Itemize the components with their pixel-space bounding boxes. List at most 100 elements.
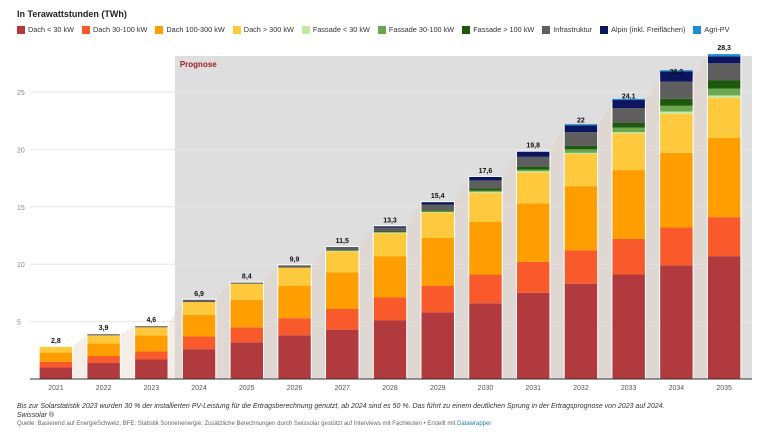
bar-segment bbox=[230, 282, 264, 284]
bar-segment bbox=[373, 226, 407, 228]
bar-segment bbox=[182, 299, 216, 303]
bar-segment bbox=[230, 342, 264, 379]
bar-segment bbox=[516, 151, 550, 157]
bar-segment bbox=[421, 237, 454, 287]
bar-segment bbox=[373, 231, 407, 233]
bar-segment bbox=[421, 211, 454, 212]
legend-swatch bbox=[232, 25, 241, 34]
bar-segment bbox=[564, 250, 598, 284]
bar-segment bbox=[612, 122, 645, 128]
bar-segment bbox=[516, 171, 550, 173]
x-tick-label: 2027 bbox=[334, 385, 350, 390]
bar-connector bbox=[406, 202, 422, 379]
x-tick-label: 2034 bbox=[669, 385, 685, 390]
bar-segment bbox=[87, 362, 120, 379]
legend-item: Infrastruktur bbox=[542, 25, 592, 34]
legend-label: Dach < 30 kW bbox=[28, 25, 75, 34]
bar-connector bbox=[263, 265, 279, 379]
bar-segment bbox=[278, 318, 311, 336]
legend-item: Alpin (inkl. Freiflächen) bbox=[600, 25, 685, 34]
chart-title: In Terawattstunden (TWh) bbox=[17, 9, 127, 19]
bar-segment bbox=[660, 105, 693, 112]
bar-segment bbox=[564, 125, 598, 133]
bar-segment bbox=[707, 97, 741, 138]
total-label: 17,6 bbox=[479, 168, 493, 175]
total-label: 2,8 bbox=[51, 338, 61, 345]
bar-segment bbox=[469, 190, 502, 192]
x-tick-label: 2021 bbox=[48, 385, 64, 390]
bar-segment bbox=[707, 63, 741, 81]
x-tick-label: 2024 bbox=[191, 385, 207, 390]
bar-segment bbox=[612, 98, 645, 101]
bar-segment bbox=[564, 145, 598, 150]
bar-segment bbox=[660, 265, 693, 379]
legend-swatch bbox=[155, 25, 164, 34]
bar-segment bbox=[707, 217, 741, 257]
x-tick-label: 2033 bbox=[621, 385, 637, 390]
note-credit: Swissolar ® bbox=[17, 412, 55, 419]
bar-segment bbox=[278, 265, 311, 268]
bar-segment bbox=[373, 233, 407, 257]
bar-segment bbox=[373, 256, 407, 298]
bar-connector bbox=[167, 299, 183, 379]
bar-segment bbox=[612, 133, 645, 171]
bar-segment bbox=[469, 221, 502, 275]
bar-segment bbox=[326, 308, 359, 330]
bar-segment bbox=[135, 335, 168, 352]
bar-connector bbox=[310, 246, 327, 379]
bar-segment bbox=[421, 212, 454, 238]
bar-connector bbox=[215, 282, 231, 379]
stacked-bar-chart: Prognose5101520252,820213,920224,620236,… bbox=[17, 45, 752, 390]
total-label: 8,4 bbox=[242, 274, 252, 281]
total-label: 19,8 bbox=[526, 143, 540, 150]
datawrapper-link[interactable]: Datawrapper bbox=[456, 421, 492, 427]
bar-segment bbox=[230, 283, 264, 300]
x-tick-label: 2031 bbox=[525, 385, 541, 390]
legend-item: Fassade > 100 kW bbox=[462, 25, 534, 34]
x-tick-label: 2029 bbox=[430, 385, 446, 390]
bar-segment bbox=[278, 267, 311, 287]
y-tick-label: 25 bbox=[17, 90, 25, 97]
total-label: 11,5 bbox=[336, 238, 349, 245]
bar-segment bbox=[326, 250, 359, 252]
bar-segment bbox=[516, 172, 550, 204]
legend-swatch bbox=[462, 25, 471, 34]
bar-segment bbox=[660, 111, 693, 114]
bar-segment bbox=[135, 327, 168, 336]
bar-segment bbox=[87, 334, 120, 336]
bar-segment bbox=[39, 361, 73, 368]
bar-segment bbox=[326, 272, 359, 309]
legend-item: Dach 30-100 kW bbox=[82, 25, 147, 34]
y-tick-label: 20 bbox=[17, 147, 25, 154]
bar-segment bbox=[564, 124, 598, 126]
bar-segment bbox=[39, 367, 73, 379]
bar-segment bbox=[135, 351, 168, 360]
source-line: Quelle: Basierend auf EnergieSchweiz, BF… bbox=[17, 421, 491, 427]
bar-segment bbox=[373, 297, 407, 321]
bar-segment bbox=[707, 256, 741, 379]
bar-segment bbox=[564, 283, 598, 379]
legend-swatch bbox=[301, 25, 310, 34]
bar-segment bbox=[516, 203, 550, 262]
total-label: 28,3 bbox=[717, 45, 731, 52]
bar-segment bbox=[39, 346, 73, 353]
legend-label: Dach 30-100 kW bbox=[93, 25, 148, 34]
bar-segment bbox=[516, 292, 550, 379]
bar-segment bbox=[230, 299, 264, 328]
bar-segment bbox=[707, 80, 741, 89]
bar-segment bbox=[660, 98, 693, 106]
bar-segment bbox=[707, 54, 741, 57]
bar-segment bbox=[612, 100, 645, 109]
bar-segment bbox=[326, 246, 359, 251]
legend-label: Agri-PV bbox=[704, 25, 730, 34]
bar-segment bbox=[373, 232, 407, 233]
legend-swatch bbox=[600, 25, 609, 34]
bar-segment bbox=[660, 152, 693, 228]
bar-segment bbox=[182, 314, 216, 337]
bar-segment bbox=[516, 169, 550, 172]
bar-segment bbox=[707, 88, 741, 96]
bar-segment bbox=[326, 250, 359, 252]
total-label: 13,3 bbox=[383, 217, 397, 224]
bar-segment bbox=[469, 180, 502, 189]
bar-segment bbox=[469, 193, 502, 222]
